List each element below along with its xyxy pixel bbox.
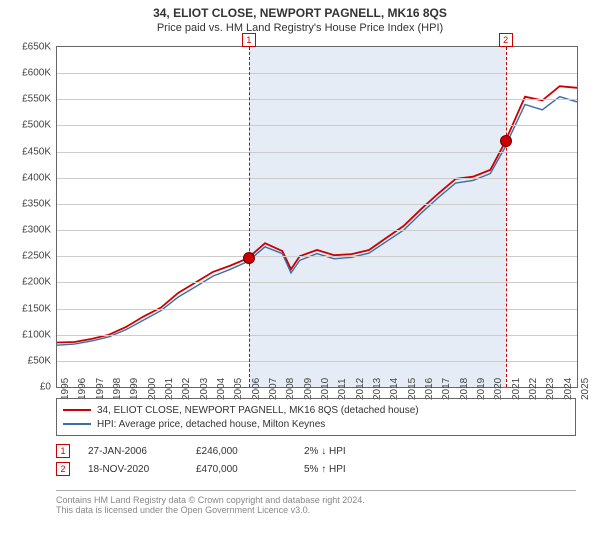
y-axis-label: £600K <box>9 68 51 79</box>
x-axis-label: 2010 <box>320 378 331 400</box>
x-axis-label: 2004 <box>216 378 227 400</box>
marker-dot-icon <box>501 136 511 146</box>
x-axis-label: 2025 <box>580 378 591 400</box>
y-axis-label: £200K <box>9 277 51 288</box>
legend-item: HPI: Average price, detached house, Milt… <box>63 417 569 431</box>
gridline <box>57 282 577 283</box>
x-axis-label: 2018 <box>459 378 470 400</box>
x-axis-label: 2000 <box>147 378 158 400</box>
gridline <box>57 73 577 74</box>
legend-box: 34, ELIOT CLOSE, NEWPORT PAGNELL, MK16 8… <box>56 398 576 436</box>
table-row: 2 18-NOV-2020 £470,000 5% ↑ HPI <box>56 460 576 478</box>
x-axis-label: 1995 <box>60 378 71 400</box>
x-axis-label: 1997 <box>95 378 106 400</box>
y-axis-label: £300K <box>9 225 51 236</box>
gridline <box>57 125 577 126</box>
x-axis-label: 1998 <box>112 378 123 400</box>
gridline <box>57 204 577 205</box>
gridline <box>57 152 577 153</box>
gridline <box>57 361 577 362</box>
gridline <box>57 335 577 336</box>
x-axis-label: 2022 <box>528 378 539 400</box>
gridline <box>57 99 577 100</box>
footer-line: This data is licensed under the Open Gov… <box>56 505 576 515</box>
y-axis-label: £650K <box>9 42 51 53</box>
legend-label: 34, ELIOT CLOSE, NEWPORT PAGNELL, MK16 8… <box>97 405 419 416</box>
x-axis-label: 1996 <box>77 378 88 400</box>
x-axis-label: 2024 <box>563 378 574 400</box>
x-axis-label: 2020 <box>493 378 504 400</box>
marker-badge: 1 <box>56 444 70 458</box>
sale-price: £246,000 <box>196 446 286 457</box>
sale-delta: 5% ↑ HPI <box>304 464 394 475</box>
x-axis-label: 2016 <box>424 378 435 400</box>
chart-header: 34, ELIOT CLOSE, NEWPORT PAGNELL, MK16 8… <box>0 0 600 34</box>
y-axis-label: £500K <box>9 120 51 131</box>
x-axis-label: 2001 <box>164 378 175 400</box>
x-axis-label: 2023 <box>545 378 556 400</box>
x-axis-label: 2002 <box>181 378 192 400</box>
legend-swatch <box>63 423 91 425</box>
x-axis-label: 2009 <box>303 378 314 400</box>
y-axis-label: £350K <box>9 198 51 209</box>
y-axis-label: £400K <box>9 172 51 183</box>
legend-item: 34, ELIOT CLOSE, NEWPORT PAGNELL, MK16 8… <box>63 403 569 417</box>
gridline <box>57 230 577 231</box>
x-axis-label: 2007 <box>268 378 279 400</box>
y-axis-label: £450K <box>9 146 51 157</box>
x-axis-label: 2019 <box>476 378 487 400</box>
chart-title: 34, ELIOT CLOSE, NEWPORT PAGNELL, MK16 8… <box>0 6 600 20</box>
x-axis-label: 2008 <box>285 378 296 400</box>
x-axis-label: 2015 <box>407 378 418 400</box>
y-axis-label: £150K <box>9 303 51 314</box>
x-axis-label: 2006 <box>251 378 262 400</box>
x-axis-label: 2012 <box>355 378 366 400</box>
marker-vline <box>249 47 250 387</box>
y-axis-label: £550K <box>9 94 51 105</box>
footer-attribution: Contains HM Land Registry data © Crown c… <box>56 490 576 515</box>
gridline <box>57 309 577 310</box>
gridline <box>57 178 577 179</box>
x-axis-label: 1999 <box>129 378 140 400</box>
legend-label: HPI: Average price, detached house, Milt… <box>97 419 325 430</box>
x-axis-label: 2017 <box>441 378 452 400</box>
y-axis-label: £0 <box>9 382 51 393</box>
gridline <box>57 256 577 257</box>
marker-badge-icon: 1 <box>242 33 256 47</box>
y-axis-label: £100K <box>9 329 51 340</box>
sales-table: 1 27-JAN-2006 £246,000 2% ↓ HPI 2 18-NOV… <box>56 442 576 478</box>
x-axis-label: 2014 <box>389 378 400 400</box>
sale-price: £470,000 <box>196 464 286 475</box>
y-axis-label: £50K <box>9 355 51 366</box>
marker-vline <box>506 47 507 387</box>
sale-delta: 2% ↓ HPI <box>304 446 394 457</box>
sale-date: 18-NOV-2020 <box>88 464 178 475</box>
x-axis-label: 2021 <box>511 378 522 400</box>
x-axis-label: 2011 <box>337 378 348 400</box>
legend-swatch <box>63 409 91 411</box>
x-axis-label: 2013 <box>372 378 383 400</box>
y-axis-label: £250K <box>9 251 51 262</box>
chart-lines <box>57 47 577 387</box>
marker-dot-icon <box>244 253 254 263</box>
chart-plot-area: £0£50K£100K£150K£200K£250K£300K£350K£400… <box>56 46 578 388</box>
sale-date: 27-JAN-2006 <box>88 446 178 457</box>
x-axis-label: 2005 <box>233 378 244 400</box>
footer-line: Contains HM Land Registry data © Crown c… <box>56 495 576 505</box>
marker-badge-icon: 2 <box>499 33 513 47</box>
marker-badge: 2 <box>56 462 70 476</box>
x-axis-label: 2003 <box>199 378 210 400</box>
table-row: 1 27-JAN-2006 £246,000 2% ↓ HPI <box>56 442 576 460</box>
